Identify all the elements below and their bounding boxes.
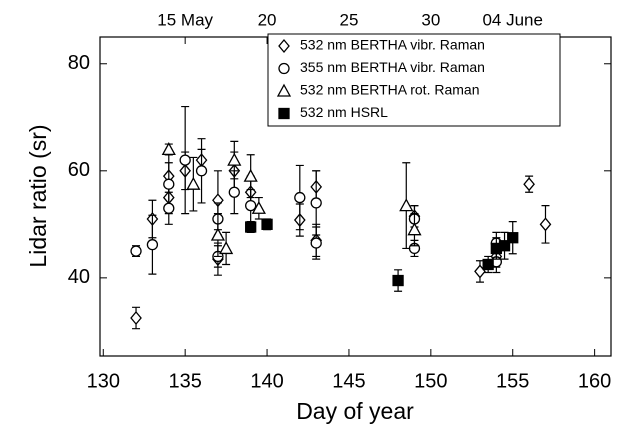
legend-marker: [276, 83, 292, 97]
legend-label: 532 nm BERTHA vibr. Raman: [300, 37, 485, 53]
point: [245, 221, 257, 233]
point: [498, 240, 511, 252]
point: [294, 191, 306, 204]
legend-marker: [278, 38, 290, 54]
x-tick-label: 145: [332, 370, 365, 392]
y-tick-label: 80: [68, 52, 90, 74]
point: [523, 177, 535, 192]
y-tick-label: 60: [68, 159, 90, 181]
point: [407, 222, 422, 236]
top-x-tick-label: 04 June: [482, 10, 543, 29]
x-tick-label: 155: [496, 370, 529, 392]
x-tick-label: 135: [168, 370, 201, 392]
point: [163, 202, 175, 214]
x-tick-label: 130: [87, 370, 120, 392]
point: [245, 199, 257, 212]
point: [130, 310, 142, 326]
point: [186, 176, 201, 190]
legend-box: [267, 33, 561, 127]
point: [399, 198, 414, 212]
point: [195, 165, 208, 177]
point: [227, 152, 242, 166]
top-x-tick-label: 15 May: [157, 10, 213, 29]
point: [539, 217, 552, 232]
point: [179, 154, 191, 166]
point: [146, 239, 159, 251]
legend-label: 532 nm BERTHA rot. Raman: [300, 82, 479, 98]
point: [243, 168, 258, 182]
point: [228, 186, 240, 198]
top-x-tick-label: 25: [339, 10, 358, 29]
point: [310, 197, 322, 209]
y-axis-label: Lidar ratio (sr): [25, 124, 51, 267]
point: [482, 258, 494, 271]
point: [163, 178, 175, 190]
x-tick-label: 150: [414, 370, 447, 392]
x-tick-label: 140: [250, 370, 283, 392]
y-tick-label: 40: [68, 266, 90, 288]
x-axis-label: Day of year: [296, 398, 414, 424]
legend-marker: [278, 62, 290, 75]
top-x-tick-label: 30: [421, 10, 440, 29]
point: [310, 237, 322, 249]
point: [507, 232, 519, 244]
point: [261, 218, 273, 230]
point: [392, 274, 404, 287]
legend-label: 355 nm BERTHA vibr. Raman: [300, 59, 485, 75]
top-x-tick-label: 20: [258, 10, 277, 29]
point: [161, 142, 176, 156]
point: [130, 245, 142, 257]
x-tick-label: 160: [578, 370, 611, 392]
point: [219, 241, 234, 255]
legend-marker: [278, 107, 290, 120]
point: [210, 227, 226, 241]
point: [251, 200, 266, 214]
legend-label: 532 nm HSRL: [300, 104, 388, 120]
